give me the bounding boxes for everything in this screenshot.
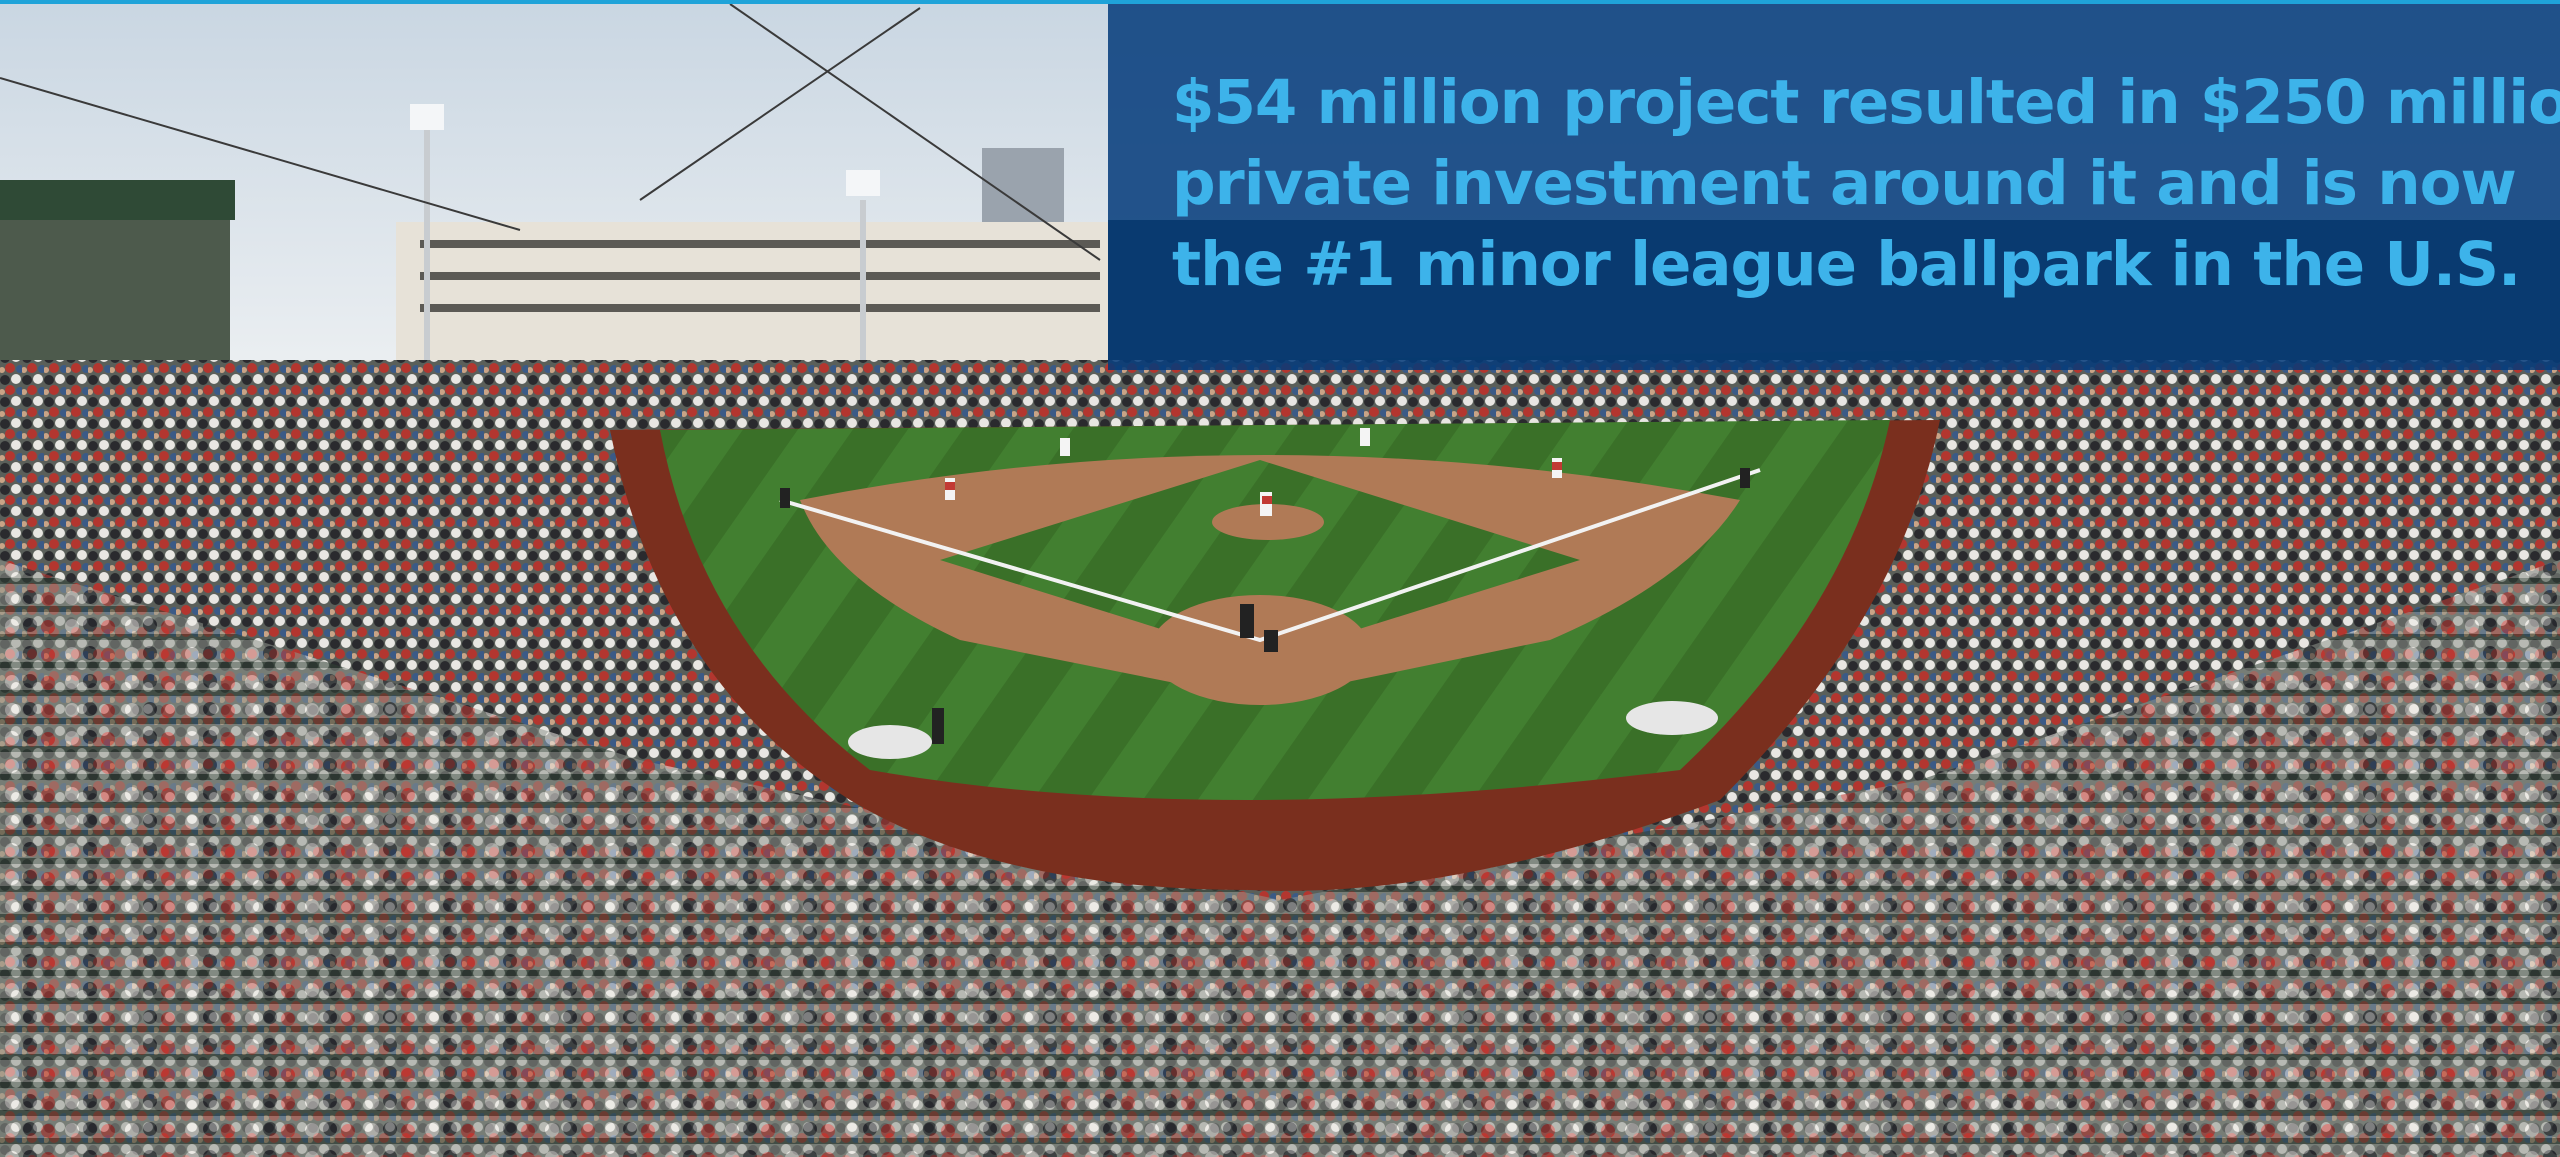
headline-line-2: private investment around it and is now — [1172, 148, 2517, 219]
top-accent-line — [0, 0, 2560, 4]
headline-line-3: the #1 minor league ballpark in the U.S. — [1172, 229, 2521, 300]
headline-overlay — [1108, 4, 2560, 370]
headline: $54 million project resulted in $250 mil… — [1172, 62, 2560, 305]
headline-line-1: $54 million project resulted in $250 mil… — [1172, 67, 2560, 138]
